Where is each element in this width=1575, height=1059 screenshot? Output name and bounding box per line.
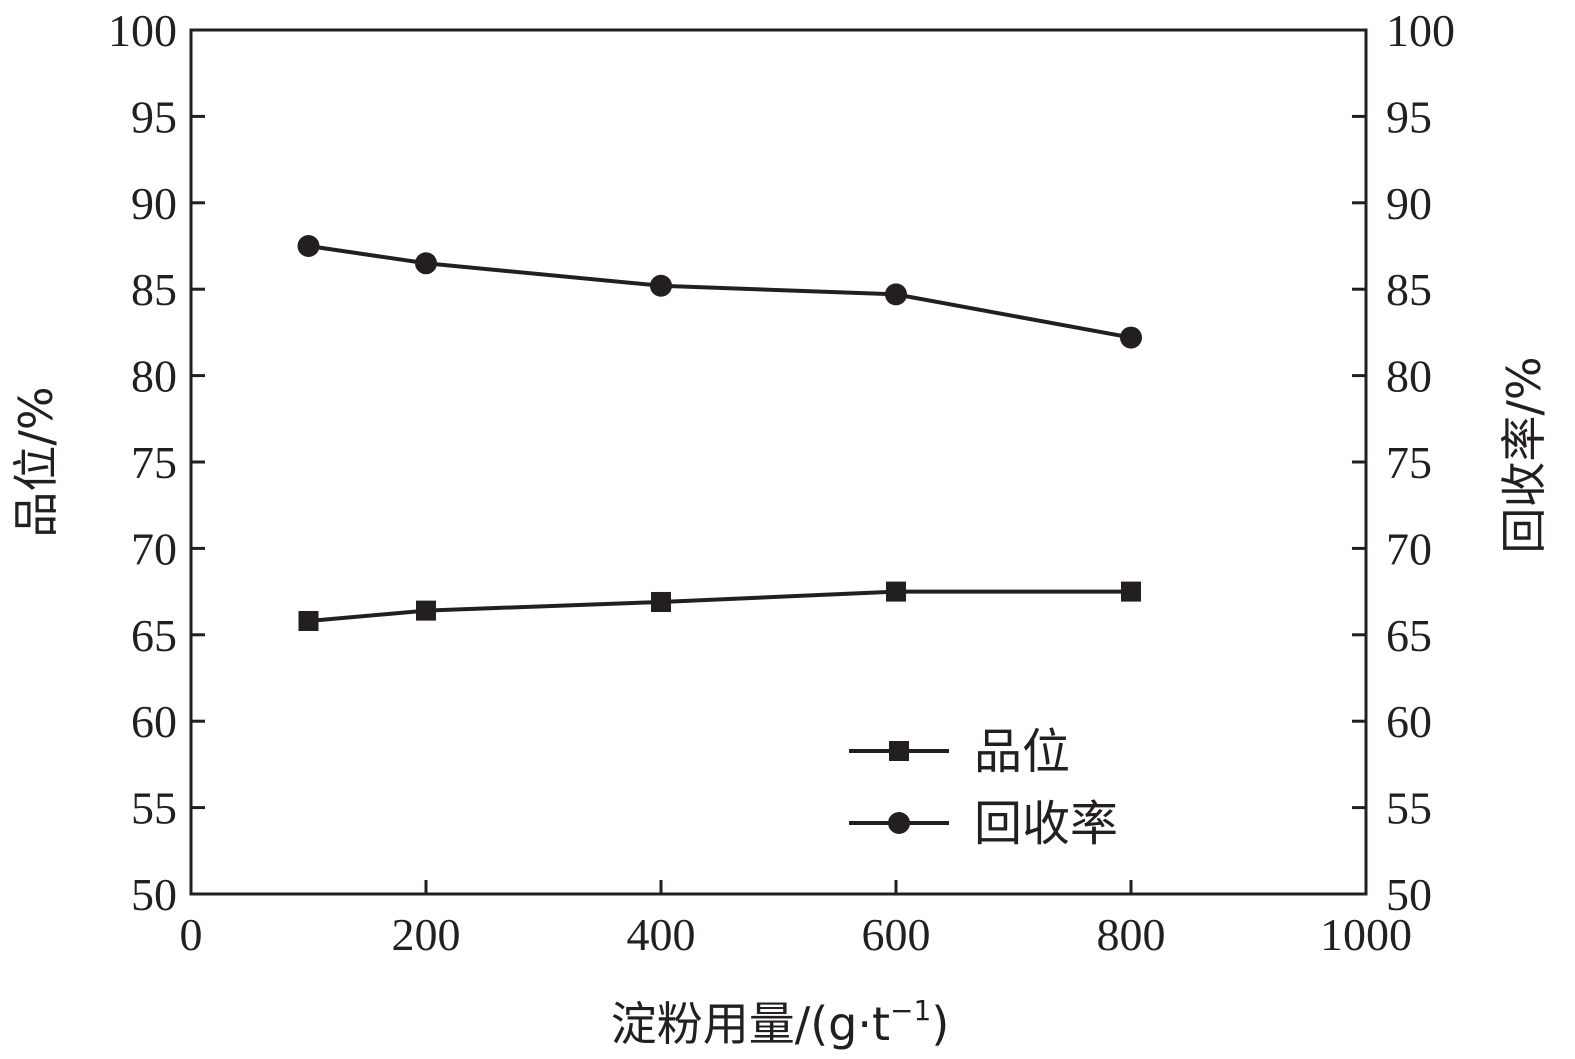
x-tick-label: 200 <box>392 909 461 960</box>
x-tick-label: 800 <box>1097 909 1166 960</box>
recovery-point <box>297 235 320 257</box>
y-right-tick-label: 100 <box>1386 5 1455 56</box>
y-left-tick-label: 95 <box>131 91 177 142</box>
x-tick-label: 1000 <box>1320 909 1412 960</box>
recovery-point <box>885 283 907 306</box>
y-right-tick-label: 55 <box>1386 783 1432 834</box>
plot-frame <box>189 28 1368 896</box>
tick-group: 50 50 55 55 60 60 65 65 70 70 75 75 80 80 85 85 90 90 95 95… <box>108 5 1455 960</box>
grade-point <box>886 581 906 602</box>
legend-grade-label: 品位 <box>974 724 1070 780</box>
grade-point <box>1121 581 1141 602</box>
y-right-tick-label: 95 <box>1386 91 1432 142</box>
y-left-tick-label: 80 <box>131 351 177 402</box>
y-axis-left-title: 品位/% <box>9 386 63 537</box>
y-right-tick-label: 70 <box>1386 523 1432 574</box>
y-right-tick-label: 90 <box>1386 178 1432 229</box>
y-left-tick-label: 55 <box>131 783 177 834</box>
y-left-tick-label: 100 <box>108 5 177 56</box>
x-axis-title: 淀粉用量/(g·t−1) <box>611 994 950 1051</box>
y-left-tick-label: 65 <box>131 610 177 661</box>
series-group <box>297 235 1142 631</box>
y-left-tick-label: 90 <box>131 178 177 229</box>
recovery-point <box>1120 326 1142 349</box>
y-axis-right-title: 回收率/% <box>1497 356 1551 553</box>
y-left-tick-label: 70 <box>131 523 177 574</box>
legend-recovery-label: 回收率 <box>974 796 1118 852</box>
grade-point <box>416 600 436 621</box>
grade-point <box>651 591 671 612</box>
y-right-tick-label: 75 <box>1386 437 1432 488</box>
y-left-tick-label: 60 <box>131 696 177 747</box>
x-axis-title-superscript: −1 <box>890 994 931 1027</box>
y-right-tick-label: 85 <box>1386 264 1432 315</box>
grade-point <box>298 610 319 631</box>
y-left-tick-label: 50 <box>131 869 177 920</box>
legend-recovery-marker <box>888 812 910 834</box>
x-tick-label: 0 <box>180 909 203 960</box>
y-left-tick-label: 75 <box>131 437 177 488</box>
x-tick-label: 400 <box>627 909 696 960</box>
recovery-point <box>650 274 672 297</box>
recovery-point <box>415 252 437 275</box>
x-axis-title-tail: ) <box>931 997 949 1051</box>
y-right-tick-label: 50 <box>1386 869 1432 920</box>
y-left-tick-label: 85 <box>131 264 177 315</box>
legend-grade-marker <box>889 741 909 761</box>
y-right-tick-label: 60 <box>1386 696 1432 747</box>
y-right-tick-label: 65 <box>1386 610 1432 661</box>
x-tick-label: 600 <box>862 909 931 960</box>
y-right-tick-label: 80 <box>1386 351 1432 402</box>
